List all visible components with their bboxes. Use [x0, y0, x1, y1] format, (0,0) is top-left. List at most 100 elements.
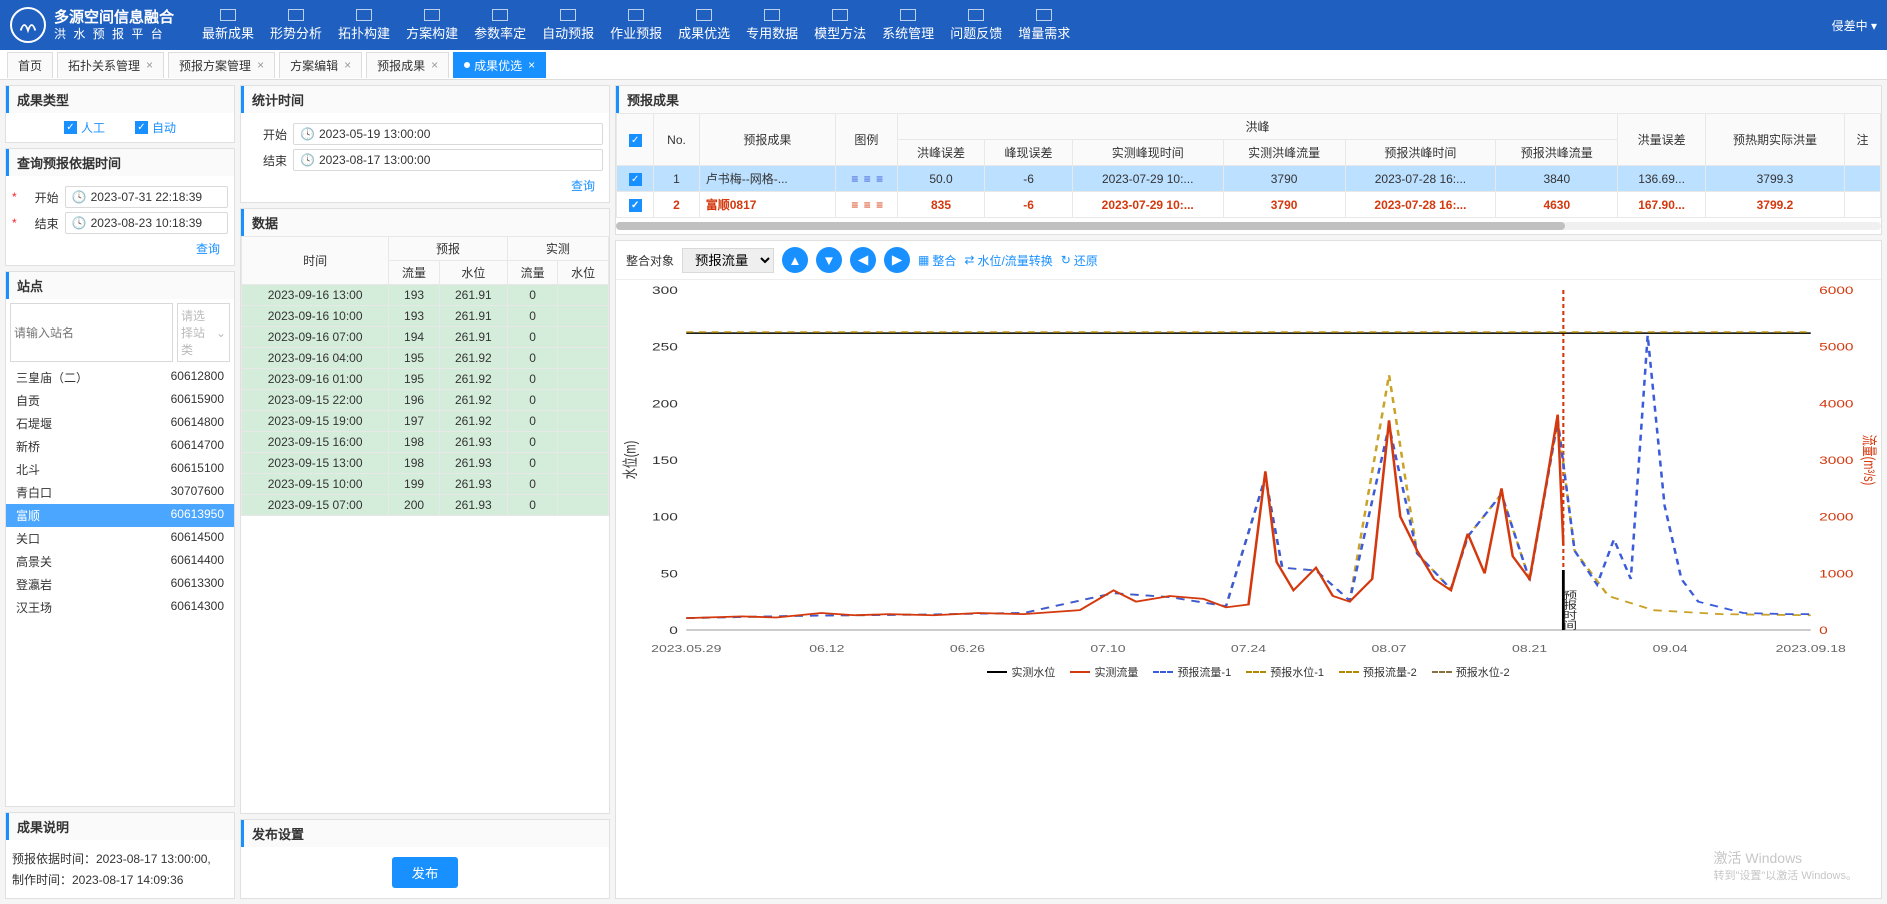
nav-item[interactable]: 形势分析 [262, 0, 330, 50]
station-row[interactable]: 自贡60615900 [6, 389, 234, 412]
nav-icon [356, 9, 372, 21]
tab[interactable]: 预报方案管理× [168, 52, 275, 78]
legend-item[interactable]: 实测流量 [1070, 664, 1138, 680]
close-icon[interactable]: × [146, 58, 153, 72]
tab[interactable]: 预报成果× [366, 52, 449, 78]
refresh-icon: ↻ [1061, 253, 1071, 267]
nav-icon [696, 9, 712, 21]
checkbox-all[interactable]: ✓ [629, 134, 642, 147]
logo: 多源空间信息融合 洪 水 预 报 平 台 [10, 7, 174, 43]
nav-item[interactable]: 系统管理 [874, 0, 942, 50]
app-title: 多源空间信息融合 [54, 9, 174, 27]
table-row[interactable]: 2023-09-15 22:00196261.920 [242, 390, 609, 411]
forecast-row[interactable]: ✓1卢书梅--网格-...≡ ≡ ≡50.0-62023-07-29 10:..… [617, 166, 1881, 192]
close-icon[interactable]: × [344, 58, 351, 72]
header-status[interactable]: 侵差中 ▾ [1832, 17, 1877, 34]
row-checkbox[interactable]: ✓ [629, 199, 642, 212]
svg-text:3000: 3000 [1819, 454, 1853, 466]
nav-left-button[interactable]: ◀ [850, 247, 876, 273]
nav-item[interactable]: 成果优选 [670, 0, 738, 50]
row-checkbox[interactable]: ✓ [629, 173, 642, 186]
nav-item[interactable]: 参数率定 [466, 0, 534, 50]
publish-button[interactable]: 发布 [392, 857, 459, 888]
nav-item[interactable]: 自动预报 [534, 0, 602, 50]
table-row[interactable]: 2023-09-15 10:00199261.930 [242, 474, 609, 495]
svg-text:50: 50 [661, 567, 678, 579]
nav-item[interactable]: 问题反馈 [942, 0, 1010, 50]
station-row[interactable]: 新桥60614700 [6, 435, 234, 458]
table-row[interactable]: 2023-09-16 07:00194261.910 [242, 327, 609, 348]
check-icon: ✓ [135, 121, 148, 134]
restore-button[interactable]: ↻还原 [1061, 252, 1098, 269]
station-row[interactable]: 富顺60613950 [6, 504, 234, 527]
legend-item[interactable]: 预报流量-1 [1153, 664, 1231, 680]
table-row[interactable]: 2023-09-15 04:00201261.940 [242, 516, 609, 517]
query-start-input[interactable]: 🕓2023-07-31 22:18:39 [65, 186, 228, 208]
table-row[interactable]: 2023-09-15 13:00198261.930 [242, 453, 609, 474]
close-icon[interactable]: × [431, 58, 438, 72]
station-row[interactable]: 汉王场60614300 [6, 596, 234, 616]
horizontal-scrollbar[interactable] [616, 222, 1881, 230]
svg-text:150: 150 [652, 454, 678, 466]
checkbox-manual[interactable]: ✓人工 [64, 119, 105, 136]
query-end-input[interactable]: 🕓2023-08-23 10:18:39 [65, 212, 228, 234]
nav-item[interactable]: 增量需求 [1010, 0, 1078, 50]
station-row[interactable]: 关口60614500 [6, 527, 234, 550]
legend-item[interactable]: 预报流量-2 [1339, 664, 1417, 680]
station-row[interactable]: 青白口30707600 [6, 481, 234, 504]
legend-item[interactable]: 预报水位-1 [1246, 664, 1324, 680]
table-row[interactable]: 2023-09-16 13:00193261.910 [242, 285, 609, 306]
nav-item[interactable]: 方案构建 [398, 0, 466, 50]
nav-item[interactable]: 作业预报 [602, 0, 670, 50]
chart-area[interactable]: 050100150200250300水位(m)01000200030004000… [616, 280, 1881, 660]
chart-legend: 实测水位实测流量预报流量-1 预报水位-1 预报流量-2 预报水位-2 [616, 660, 1881, 684]
table-row[interactable]: 2023-09-16 01:00195261.920 [242, 369, 609, 390]
forecast-row[interactable]: ✓2富顺0817≡ ≡ ≡835-62023-07-29 10:...37902… [617, 192, 1881, 218]
legend-item[interactable]: 预报水位-2 [1432, 664, 1510, 680]
chevron-down-icon: ⌄ [216, 326, 226, 340]
checkbox-auto[interactable]: ✓自动 [135, 119, 176, 136]
tab[interactable]: 拓扑关系管理× [57, 52, 164, 78]
svg-text:08.21: 08.21 [1512, 643, 1547, 654]
svg-text:09.04: 09.04 [1653, 643, 1688, 654]
nav-icon [764, 9, 780, 21]
stat-query-button[interactable]: 查询 [247, 175, 603, 196]
consolidate-button[interactable]: ▦整合 [918, 252, 956, 269]
nav-item[interactable]: 专用数据 [738, 0, 806, 50]
forecast-result-panel: 预报成果 ✓ No. 预报成果 图例 洪峰 洪量误差 预热期实际洪量 注 [615, 85, 1882, 235]
station-row[interactable]: 石堤堰60614800 [6, 412, 234, 435]
close-icon[interactable]: × [257, 58, 264, 72]
nav-down-button[interactable]: ▼ [816, 247, 842, 273]
stat-end-input[interactable]: 🕓2023-08-17 13:00:00 [293, 149, 603, 171]
station-type-select[interactable]: 请选择站类⌄ [177, 303, 230, 362]
table-row[interactable]: 2023-09-15 19:00197261.920 [242, 411, 609, 432]
nav-up-button[interactable]: ▲ [782, 247, 808, 273]
tab[interactable]: 成果优选× [453, 52, 546, 78]
close-icon[interactable]: × [528, 58, 535, 72]
nav-item[interactable]: 拓扑构建 [330, 0, 398, 50]
station-row[interactable]: 登瀛岩60613300 [6, 573, 234, 596]
station-name-input[interactable] [10, 303, 173, 362]
svg-text:06.26: 06.26 [950, 643, 985, 654]
target-label: 整合对象 [626, 252, 674, 269]
convert-button[interactable]: ⇄水位/流量转换 [964, 252, 1052, 269]
legend-item[interactable]: 实测水位 [987, 664, 1055, 680]
table-row[interactable]: 2023-09-15 07:00200261.930 [242, 495, 609, 516]
nav-right-button[interactable]: ▶ [884, 247, 910, 273]
clock-icon: 🕓 [72, 216, 87, 230]
table-row[interactable]: 2023-09-16 04:00195261.920 [242, 348, 609, 369]
clock-icon: 🕓 [72, 190, 87, 204]
target-select[interactable]: 预报流量 [682, 248, 774, 273]
nav-item[interactable]: 最新成果 [194, 0, 262, 50]
table-row[interactable]: 2023-09-15 16:00198261.930 [242, 432, 609, 453]
tab[interactable]: 首页 [7, 52, 53, 78]
nav-item[interactable]: 模型方法 [806, 0, 874, 50]
nav-icon [424, 9, 440, 21]
station-row[interactable]: 三皇庙（二）60612800 [6, 366, 234, 389]
tab[interactable]: 方案编辑× [279, 52, 362, 78]
query-button[interactable]: 查询 [12, 238, 228, 259]
stat-start-input[interactable]: 🕓2023-05-19 13:00:00 [293, 123, 603, 145]
table-row[interactable]: 2023-09-16 10:00193261.910 [242, 306, 609, 327]
station-row[interactable]: 北斗60615100 [6, 458, 234, 481]
station-row[interactable]: 高景关60614400 [6, 550, 234, 573]
